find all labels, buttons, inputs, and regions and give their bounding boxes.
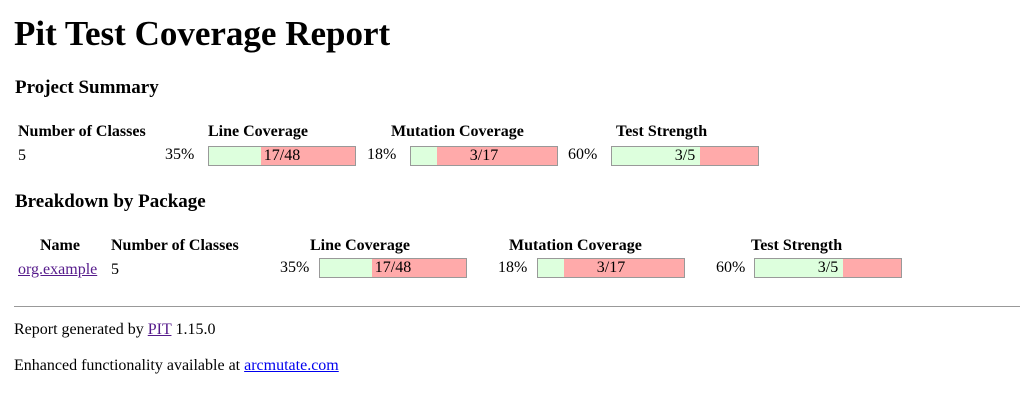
project-summary-heading: Project Summary — [15, 77, 159, 98]
summary-test-strength-fill — [612, 147, 700, 165]
summary-mutation-coverage-fill — [411, 147, 437, 165]
footer-divider — [14, 306, 1020, 307]
enhanced-functionality-line: Enhanced functionality available at arcm… — [14, 357, 339, 375]
package-test-strength-fill — [755, 259, 843, 277]
summary-header-classes: Number of Classes — [18, 123, 146, 140]
breakdown-heading: Breakdown by Package — [15, 191, 206, 212]
generated-prefix: Report generated by — [14, 321, 144, 338]
enhanced-prefix: Enhanced functionality available at — [14, 357, 241, 374]
summary-mutation-coverage-bar: 3/17 — [410, 146, 558, 166]
report-generated-line: Report generated by PIT 1.15.0 — [14, 321, 215, 339]
package-link-org-example[interactable]: org.example — [18, 261, 98, 278]
summary-header-line: Line Coverage — [208, 123, 308, 140]
package-test-strength-bar: 3/5 — [754, 258, 902, 278]
breakdown-header-name: Name — [40, 237, 80, 254]
package-line-percent: 35% — [280, 259, 310, 276]
summary-strength-percent: 60% — [568, 146, 598, 163]
page-title: Pit Test Coverage Report — [14, 14, 391, 53]
package-mutation-coverage-bar: 3/17 — [537, 258, 685, 278]
package-mutation-percent: 18% — [498, 259, 528, 276]
package-test-strength-ratio: 3/5 — [817, 259, 839, 276]
breakdown-header-classes: Number of Classes — [111, 237, 239, 254]
pit-version: 1.15.0 — [175, 321, 216, 338]
package-mutation-coverage-ratio: 3/17 — [596, 259, 626, 276]
summary-header-strength: Test Strength — [616, 123, 708, 140]
breakdown-header-line: Line Coverage — [310, 237, 410, 254]
breakdown-header-strength: Test Strength — [751, 237, 843, 254]
package-strength-percent: 60% — [716, 259, 746, 276]
package-line-coverage-ratio: 17/48 — [374, 259, 412, 276]
package-line-coverage-fill — [320, 259, 372, 277]
summary-line-percent: 35% — [165, 146, 195, 163]
summary-header-mutation: Mutation Coverage — [391, 123, 524, 140]
package-classes-value: 5 — [111, 261, 119, 278]
summary-line-coverage-bar: 17/48 — [208, 146, 356, 166]
summary-test-strength-ratio: 3/5 — [674, 147, 696, 164]
summary-line-coverage-fill — [209, 147, 261, 165]
pit-link[interactable]: PIT — [147, 321, 172, 338]
summary-classes-value: 5 — [18, 147, 26, 164]
package-mutation-coverage-fill — [538, 259, 564, 277]
breakdown-header-mutation: Mutation Coverage — [509, 237, 642, 254]
arcmutate-link[interactable]: arcmutate.com — [244, 357, 339, 374]
summary-mutation-percent: 18% — [367, 146, 397, 163]
summary-line-coverage-ratio: 17/48 — [263, 147, 301, 164]
summary-test-strength-bar: 3/5 — [611, 146, 759, 166]
summary-mutation-coverage-ratio: 3/17 — [469, 147, 499, 164]
package-line-coverage-bar: 17/48 — [319, 258, 467, 278]
